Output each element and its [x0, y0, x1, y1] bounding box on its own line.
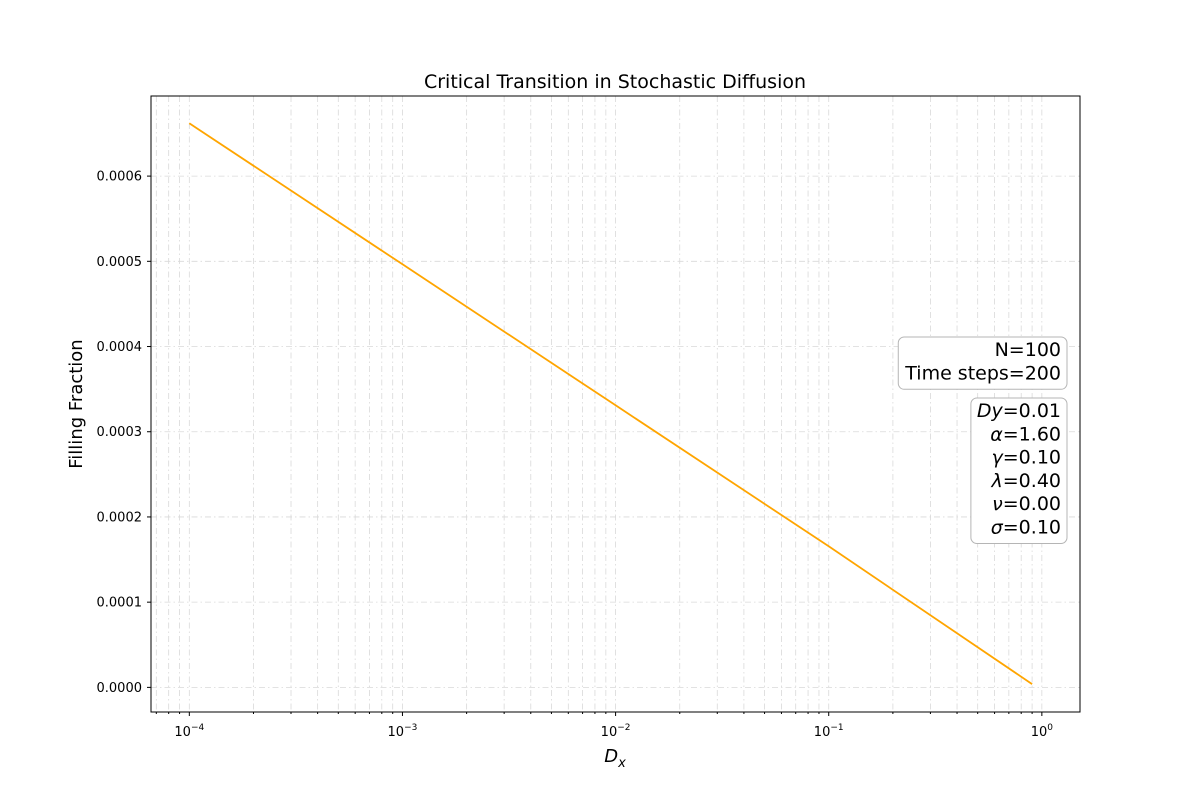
params-box-model-line: Dy=0.01: [977, 400, 1061, 422]
x-tick-label: 10−2: [601, 723, 631, 740]
series-line: [188, 122, 1033, 685]
x-tick-label: 10−4: [174, 723, 204, 740]
params-box-model: Dy=0.01α=1.60γ=0.10λ=0.40ν=0.00σ=0.10: [970, 397, 1068, 544]
params-box-model-line: λ=0.40: [991, 470, 1061, 492]
y-tick-label: 0.0002: [97, 510, 143, 525]
y-axis-title: Filling Fraction: [66, 339, 87, 468]
grid: [151, 96, 1080, 712]
y-tick-label: 0.0005: [97, 255, 143, 270]
x-tick-label: 100: [1031, 723, 1054, 740]
y-tick-label: 0.0000: [97, 681, 143, 696]
params-box-sim-frame: [897, 336, 1068, 390]
x-tick-label: 10−3: [388, 723, 418, 740]
y-tick-label: 0.0001: [97, 596, 143, 611]
series-layer: [188, 122, 1033, 685]
x-axis-title: Dx: [604, 746, 626, 771]
y-tick-label: 0.0004: [97, 340, 143, 355]
plot-area-frame: [150, 95, 1081, 713]
y-tick-label: 0.0003: [97, 425, 143, 440]
params-box-model-line: γ=0.10: [992, 447, 1061, 469]
chart-title: Critical Transition in Stochastic Diffus…: [424, 71, 806, 93]
x-tick-label: 10−1: [814, 723, 844, 740]
params-box-model-line: α=1.60: [990, 423, 1061, 445]
params-box-sim-line: Time steps=200: [904, 362, 1061, 384]
params-box-model-frame: [970, 397, 1068, 544]
params-box-model-line: σ=0.10: [991, 517, 1061, 539]
params-box-model-line: ν=0.00: [992, 493, 1061, 515]
params-box-sim-line: N=100: [995, 339, 1061, 361]
y-tick-label: 0.0006: [97, 170, 143, 185]
ticks: 0.0000 0.0001 0.0002 0.0003 0.0004 0.0005 0.00…: [97, 170, 1054, 740]
